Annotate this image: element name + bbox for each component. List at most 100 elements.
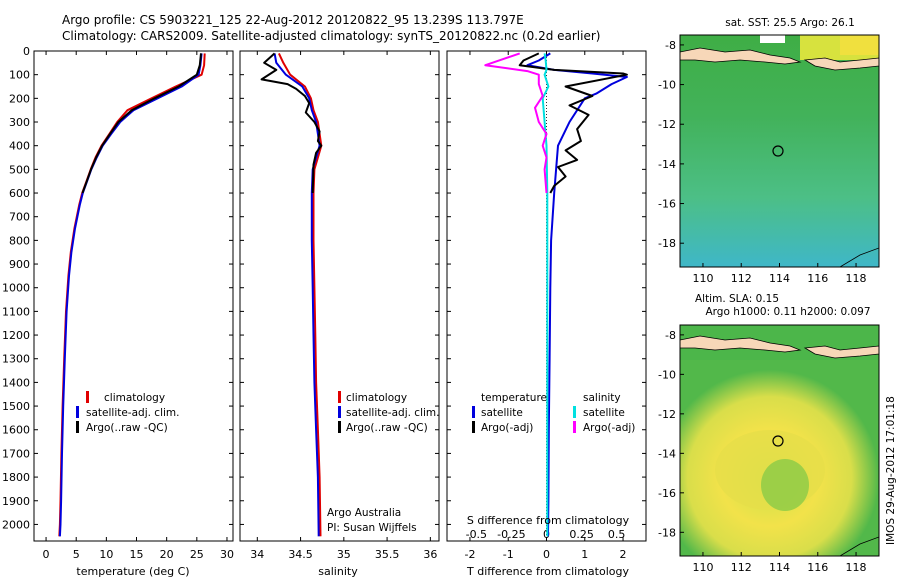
credit-line-2: PI: Susan Wijffels — [327, 522, 417, 534]
temperature-xtick-label: 20 — [160, 548, 174, 561]
sla-map-lon-label: 110 — [692, 561, 713, 574]
sst-map-field — [680, 35, 879, 267]
land-bali-lombok — [803, 57, 879, 71]
legend-climatology-label: climatology — [346, 392, 407, 404]
difference-xtick-label: -2 — [464, 548, 475, 561]
sst-argo-marker — [772, 145, 784, 157]
sst-map-lon-label: 110 — [692, 272, 713, 285]
salinity-legend: climatology satellite-adj. clim. Argo(..… — [338, 391, 439, 434]
salinity-xtick-label: 34 — [250, 548, 264, 561]
sla-map-lon-label: 116 — [807, 561, 828, 574]
sst-map-lon-label: 118 — [846, 272, 867, 285]
temperature-series-argo-raw-qc- — [81, 53, 202, 194]
sst-map-lon-label: 116 — [807, 272, 828, 285]
legend-climatology-swatch — [86, 391, 89, 403]
difference-series-t-argo-adj- — [518, 52, 628, 194]
sst-map-lon-label: 114 — [769, 272, 790, 285]
sst-lon-axis: 110 112 114 116 118 — [692, 263, 867, 285]
depth-tick-label: 200 — [9, 92, 30, 105]
salinity-xtick-label: 36 — [423, 548, 437, 561]
temperature-xtick-label: 30 — [220, 548, 234, 561]
legend-s-argo-swatch — [573, 421, 576, 433]
temperature-xtick-label: 15 — [130, 548, 144, 561]
temperature-xtick-label: 25 — [190, 548, 204, 561]
sla-map-lat-label: -8 — [665, 329, 676, 342]
salinity-plot-frame — [239, 50, 440, 542]
land-java — [680, 335, 802, 353]
sst-lat-axis: -8 -10 -12 -14 -16 -18 — [658, 39, 684, 250]
temperature-plot-frame — [33, 50, 234, 542]
legend-satellite-label: satellite-adj. clim. — [86, 407, 179, 419]
depth-tick-label: 300 — [9, 116, 30, 129]
salinity-series-climatology — [277, 52, 323, 537]
temperature-xlabel: temperature (deg C) — [76, 565, 189, 578]
legend-t-argo-swatch — [472, 421, 475, 433]
coast-australia — [839, 247, 879, 267]
sla-cold-eddy — [761, 459, 809, 511]
salinity-xtick-label: 35 — [337, 548, 351, 561]
depth-tick-label: 1100 — [2, 305, 30, 318]
s-difference-tick-label: 0.25 — [569, 528, 594, 541]
sst-map-lat-label: -10 — [658, 79, 676, 92]
depth-tick-label: 1900 — [2, 495, 30, 508]
depth-tick-label: 100 — [9, 69, 30, 82]
salinity-series — [260, 52, 323, 537]
legend-s-satellite-swatch — [573, 406, 576, 418]
temperature-xtick-label: 0 — [43, 548, 50, 561]
credit-line-1: Argo Australia — [327, 507, 401, 519]
difference-legend: temperature salinity satellite Argo(-adj… — [472, 392, 635, 434]
s-difference-tick-label: -0.25 — [497, 528, 525, 541]
depth-tick-label: 500 — [9, 163, 30, 176]
temperature-axis: 0 5 10 15 20 25 30 — [43, 51, 234, 561]
depth-tick-label: 0 — [23, 45, 30, 58]
sla-map-lon-label: 112 — [731, 561, 752, 574]
sla-map-title-1: Altim. SLA: 0.15 — [695, 293, 779, 305]
depth-tick-label: 1700 — [2, 447, 30, 460]
legend-climatology-label: climatology — [104, 392, 165, 404]
salinity-xlabel: salinity — [318, 565, 358, 578]
sst-map-title: sat. SST: 25.5 Argo: 26.1 — [725, 17, 855, 29]
land-borneo-edge — [760, 35, 785, 43]
difference-xtick-label: 0 — [543, 548, 550, 561]
difference-xtick-label: 1 — [581, 548, 588, 561]
legend-t-satellite-label: satellite — [481, 407, 523, 419]
depth-tick-label: 800 — [9, 234, 30, 247]
land-java — [680, 47, 802, 65]
temperature-series — [58, 53, 206, 537]
temperature-series-satellite-adj-clim- — [58, 53, 203, 537]
depth-tick-label: 900 — [9, 258, 30, 271]
difference-series-s-satellite — [541, 53, 550, 537]
legend-argo-swatch — [76, 421, 79, 433]
legend-temperature-title: temperature — [481, 392, 547, 404]
depth-tick-label: 1600 — [2, 424, 30, 437]
salinity-axis: 34 34.5 35 35.5 36 — [240, 50, 439, 561]
sla-map-lon-label: 114 — [769, 561, 790, 574]
land-bali-lombok — [803, 345, 879, 359]
legend-t-satellite-swatch — [472, 406, 475, 418]
sla-lon-axis: 110 112 114 116 118 — [692, 552, 867, 574]
s-difference-tick-label: 0.5 — [608, 528, 626, 541]
sla-map-field — [680, 325, 879, 556]
s-difference-xlabel: S difference from climatology — [467, 514, 630, 527]
figure-subtitle: Climatology: CARS2009. Satellite-adjuste… — [62, 29, 601, 43]
depth-tick-label: 400 — [9, 140, 30, 153]
difference-xtick-label: -1 — [503, 548, 514, 561]
sla-map-lat-label: -12 — [658, 408, 676, 421]
imos-watermark: IMOS 29-Aug-2012 17:01:18 — [885, 396, 897, 545]
depth-tick-label: 1500 — [2, 400, 30, 413]
sla-argo-marker — [772, 435, 784, 447]
salinity-series-satellite-adj-clim- — [273, 53, 321, 537]
legend-satellite-label: satellite-adj. clim. — [346, 407, 439, 419]
legend-argo-label: Argo(..raw -QC) — [346, 422, 428, 434]
legend-argo-label: Argo(..raw -QC) — [86, 422, 168, 434]
difference-series-s-argo-adj- — [484, 52, 548, 194]
legend-satellite-swatch — [338, 406, 341, 418]
salinity-xtick-label: 35.5 — [375, 548, 400, 561]
depth-tick-label: 1300 — [2, 353, 30, 366]
sla-map-lat-label: -18 — [658, 526, 676, 539]
